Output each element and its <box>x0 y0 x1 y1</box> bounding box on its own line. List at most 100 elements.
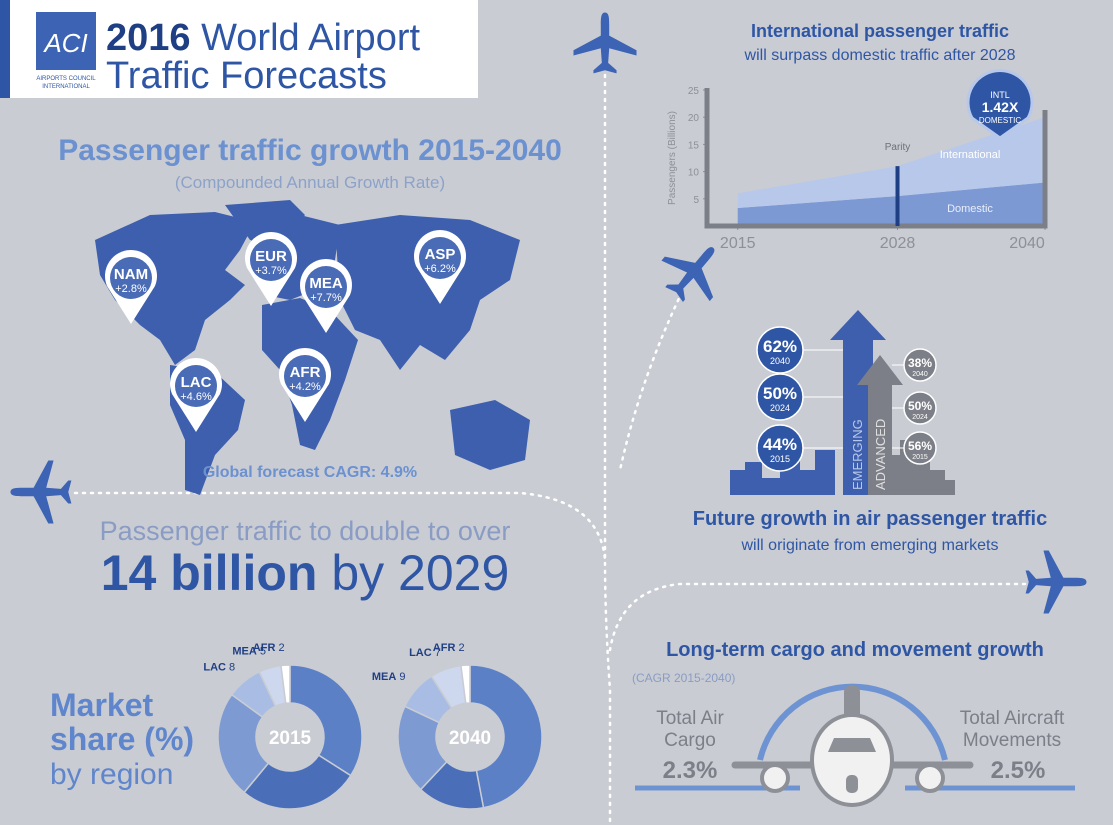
series-label: Domestic <box>947 203 993 215</box>
share-value: 38% <box>908 356 932 370</box>
share-year: 2040 <box>770 356 790 366</box>
section-title: International passenger traffic <box>751 21 1009 41</box>
segment-label: MEA 9 <box>372 671 406 683</box>
doubling-headline: 14 billion by 2029 <box>101 545 510 601</box>
x-tick-label: 2015 <box>720 235 756 252</box>
metric-label: Total Aircraft <box>960 708 1065 729</box>
y-tick-label: 5 <box>693 195 699 206</box>
region-name: MEA <box>309 275 343 292</box>
header-bar <box>0 0 10 98</box>
share-value: 62% <box>763 337 797 356</box>
segment-name: AFR <box>253 642 276 654</box>
advanced-label: ADVANCED <box>873 419 888 490</box>
header-title: Traffic Forecasts <box>106 55 387 97</box>
pin-center <box>175 365 217 407</box>
donut-segment <box>280 664 291 705</box>
title-year: 2016 <box>106 17 191 59</box>
parity-label: Parity <box>885 142 911 153</box>
logo-text: ACI <box>42 28 87 58</box>
pin-center <box>419 237 461 279</box>
area-chart: Domestic International 5 10 15 20 25 2015 2028 20… <box>667 69 1048 252</box>
section-subtitle: (Compounded Annual Growth Rate) <box>175 173 445 192</box>
share-value: 56% <box>908 439 932 453</box>
y-tick-label: 15 <box>688 140 700 151</box>
share-bubbles: 62%204050%202444%201538%204050%202456%20… <box>756 326 937 472</box>
doubling-text: Passenger traffic to double to over <box>100 516 511 546</box>
pin-center <box>110 257 152 299</box>
section-title: Long-term cargo and movement growth <box>666 639 1044 661</box>
share-bubble <box>903 431 937 465</box>
region-cagr: +4.6% <box>180 391 212 403</box>
share-value: 50% <box>763 384 797 403</box>
area <box>737 117 1045 209</box>
x-tick-label: 2040 <box>1009 235 1045 252</box>
continent <box>95 212 255 365</box>
advanced-arrow <box>857 355 903 495</box>
axis <box>704 88 1048 229</box>
donut-segment <box>289 664 363 777</box>
donut-segment <box>460 664 471 705</box>
doubling-rest: by 2029 <box>331 545 509 601</box>
segment-label: AFR 2 <box>433 642 465 654</box>
segment-label: AFR 2 <box>253 642 285 654</box>
continent <box>450 400 530 470</box>
flight-path <box>73 491 607 562</box>
flight-path <box>608 582 1027 652</box>
series-label: International <box>940 149 1001 161</box>
segment-label: LAC 8 <box>203 662 235 674</box>
metric-label: Movements <box>963 730 1061 751</box>
section-subtitle: (CAGR 2015-2040) <box>632 671 735 685</box>
global-cagr: Global forecast CAGR: 4.9% <box>203 464 417 481</box>
donut-segment <box>217 693 270 794</box>
region-cagr: +2.8% <box>115 283 147 295</box>
share-year: 2024 <box>770 403 790 413</box>
section-subtitle: will surpass domestic traffic after 2028 <box>744 47 1016 64</box>
share-year: 2015 <box>912 454 928 461</box>
share-bubble <box>903 391 937 425</box>
donut-hole <box>257 704 323 770</box>
region-name: ASP <box>425 246 456 263</box>
ratio-label: INTL <box>990 90 1010 100</box>
segment-name: MEA <box>232 645 257 657</box>
region-cagr: +6.2% <box>424 263 456 275</box>
donut-hole <box>437 704 503 770</box>
market-title: Market <box>50 687 154 723</box>
segment-name: LAC <box>203 662 226 674</box>
share-bubble <box>756 424 804 472</box>
segment-name: MEA <box>372 671 397 683</box>
region-pins: NAM+2.8% EUR+3.7% MEA+7.7% ASP+6.2% LAC+4.6%… <box>105 230 466 432</box>
segment-name: AFR <box>433 642 456 654</box>
share-bubble <box>756 373 804 421</box>
share-year: 2015 <box>770 454 790 464</box>
segment-value: 2 <box>458 642 464 654</box>
market-title: share (%) <box>50 721 194 757</box>
segment-value: 8 <box>229 662 235 674</box>
section-subtitle: will originate from emerging markets <box>741 537 999 554</box>
region-name: LAC <box>181 374 212 391</box>
logo-caption: INTERNATIONAL <box>42 84 90 90</box>
emerging-label: EMERGING <box>850 419 865 490</box>
skyline <box>730 440 955 495</box>
region-cagr: +4.2% <box>289 381 321 393</box>
y-axis-label: Passengers (Billions) <box>667 111 678 205</box>
share-year: 2040 <box>912 371 928 378</box>
flight-path <box>618 290 684 472</box>
logo <box>36 12 96 70</box>
y-tick-label: 10 <box>688 168 700 179</box>
continent <box>335 215 520 370</box>
pin-center <box>305 266 347 308</box>
donut-year: 2015 <box>269 728 312 749</box>
market-subtitle: by region <box>50 758 173 791</box>
ratio-label: 1.42X <box>982 99 1019 115</box>
share-value: 50% <box>908 399 932 413</box>
segment-label: MEA 5 <box>232 645 266 657</box>
y-tick-label: 20 <box>688 113 700 124</box>
section-title: Future growth in air passenger traffic <box>693 508 1048 530</box>
donut-segment <box>469 664 543 809</box>
region-name: NAM <box>114 266 148 283</box>
ratio-label: DOMESTIC <box>979 116 1021 125</box>
logo-caption: AIRPORTS COUNCIL <box>36 76 96 82</box>
share-bubble <box>903 348 937 382</box>
segment-value: 7 <box>435 647 441 659</box>
